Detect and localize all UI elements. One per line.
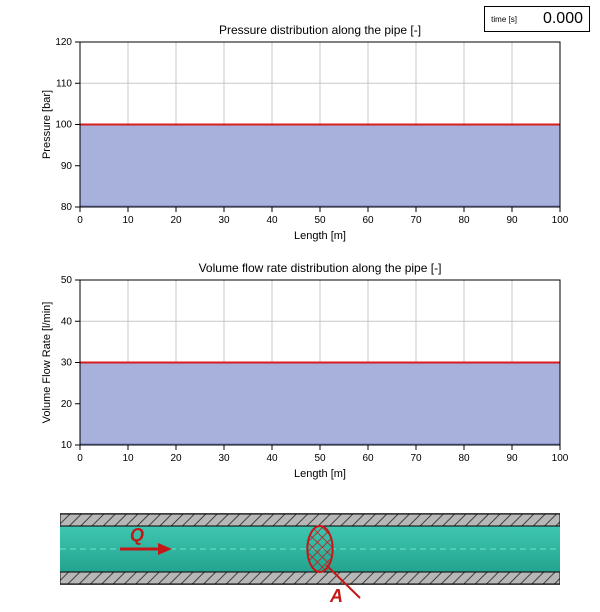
svg-text:80: 80 xyxy=(458,215,470,226)
svg-text:20: 20 xyxy=(170,215,182,226)
svg-text:70: 70 xyxy=(410,215,422,226)
svg-text:30: 30 xyxy=(218,215,230,226)
svg-text:30: 30 xyxy=(218,453,230,464)
svg-text:10: 10 xyxy=(122,453,134,464)
svg-text:100: 100 xyxy=(552,215,569,226)
flowrate-chart-svg: Volume flow rate distribution along the … xyxy=(40,258,570,485)
svg-text:0: 0 xyxy=(77,215,83,226)
svg-text:Volume flow rate distribution: Volume flow rate distribution along the … xyxy=(199,261,442,275)
svg-text:30: 30 xyxy=(61,358,73,369)
svg-text:50: 50 xyxy=(314,453,326,464)
pressure-chart: Pressure distribution along the pipe [-]… xyxy=(40,20,570,247)
svg-text:120: 120 xyxy=(55,37,72,48)
pipe-diagram-svg: QA xyxy=(60,512,560,602)
svg-text:80: 80 xyxy=(61,202,73,213)
flowrate-chart: Volume flow rate distribution along the … xyxy=(40,258,570,485)
pressure-chart-svg: Pressure distribution along the pipe [-]… xyxy=(40,20,570,247)
svg-text:Pressure distribution along th: Pressure distribution along the pipe [-] xyxy=(219,23,421,37)
svg-text:60: 60 xyxy=(362,215,374,226)
svg-text:90: 90 xyxy=(506,215,518,226)
svg-text:90: 90 xyxy=(61,161,73,172)
svg-text:110: 110 xyxy=(56,78,72,89)
svg-text:100: 100 xyxy=(55,120,72,131)
pipe-diagram: QA xyxy=(60,512,560,602)
svg-text:40: 40 xyxy=(61,316,73,327)
svg-text:20: 20 xyxy=(61,399,73,410)
svg-text:Length [m]: Length [m] xyxy=(294,468,346,480)
svg-text:Pressure [bar]: Pressure [bar] xyxy=(41,90,53,159)
svg-text:10: 10 xyxy=(122,215,134,226)
svg-text:50: 50 xyxy=(61,275,73,286)
svg-text:50: 50 xyxy=(314,215,326,226)
svg-text:80: 80 xyxy=(458,453,470,464)
svg-text:Volume Flow Rate [l/min]: Volume Flow Rate [l/min] xyxy=(41,302,53,424)
svg-text:10: 10 xyxy=(61,440,73,451)
svg-text:A: A xyxy=(329,586,343,602)
svg-text:40: 40 xyxy=(266,215,278,226)
svg-text:70: 70 xyxy=(410,453,422,464)
svg-text:40: 40 xyxy=(266,453,278,464)
svg-text:20: 20 xyxy=(170,453,182,464)
svg-text:100: 100 xyxy=(552,453,569,464)
svg-text:60: 60 xyxy=(362,453,374,464)
svg-text:Q: Q xyxy=(130,525,144,545)
svg-text:0: 0 xyxy=(77,453,83,464)
svg-text:Length [m]: Length [m] xyxy=(294,230,346,242)
svg-text:90: 90 xyxy=(506,453,518,464)
